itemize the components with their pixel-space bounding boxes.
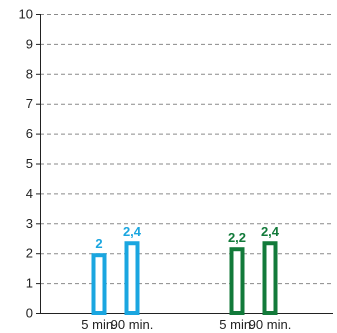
x-category-label: 90 min. bbox=[111, 317, 154, 332]
bar-value-label: 2,4 bbox=[123, 224, 142, 239]
y-tick-label: 6 bbox=[26, 126, 33, 141]
category-labels: 5 min.90 min. 5 min.90 min. bbox=[81, 317, 291, 332]
bar-value-label: 2,2 bbox=[228, 230, 246, 245]
y-tick-label: 9 bbox=[26, 36, 33, 51]
data-labels: 2 2,4 2,2 2,4 bbox=[95, 224, 279, 251]
y-tick-label: 3 bbox=[26, 216, 33, 231]
y-tick-label: 10 bbox=[19, 7, 33, 22]
y-tick-label: 5 bbox=[26, 156, 33, 171]
bar bbox=[124, 241, 140, 316]
y-tick-label: 4 bbox=[26, 186, 33, 201]
bar bbox=[262, 241, 278, 316]
bar bbox=[91, 253, 107, 315]
y-tick-label: 2 bbox=[26, 246, 33, 261]
y-tick-label: 0 bbox=[26, 306, 33, 321]
bar-value-label: 2 bbox=[95, 236, 102, 251]
grid-lines bbox=[40, 14, 333, 285]
y-tick-label: 1 bbox=[26, 276, 33, 291]
y-axis-ticks: 0 1 2 3 4 5 6 7 8 9 10 bbox=[19, 7, 40, 321]
x-category-label: 5 min. bbox=[81, 317, 116, 332]
y-tick-label: 7 bbox=[26, 96, 33, 111]
x-category-label: 90 min. bbox=[249, 317, 292, 332]
x-category-label: 5 min. bbox=[219, 317, 254, 332]
bars bbox=[91, 241, 278, 316]
bar bbox=[229, 247, 245, 315]
y-tick-label: 8 bbox=[26, 66, 33, 81]
bar-value-label: 2,4 bbox=[261, 224, 280, 239]
